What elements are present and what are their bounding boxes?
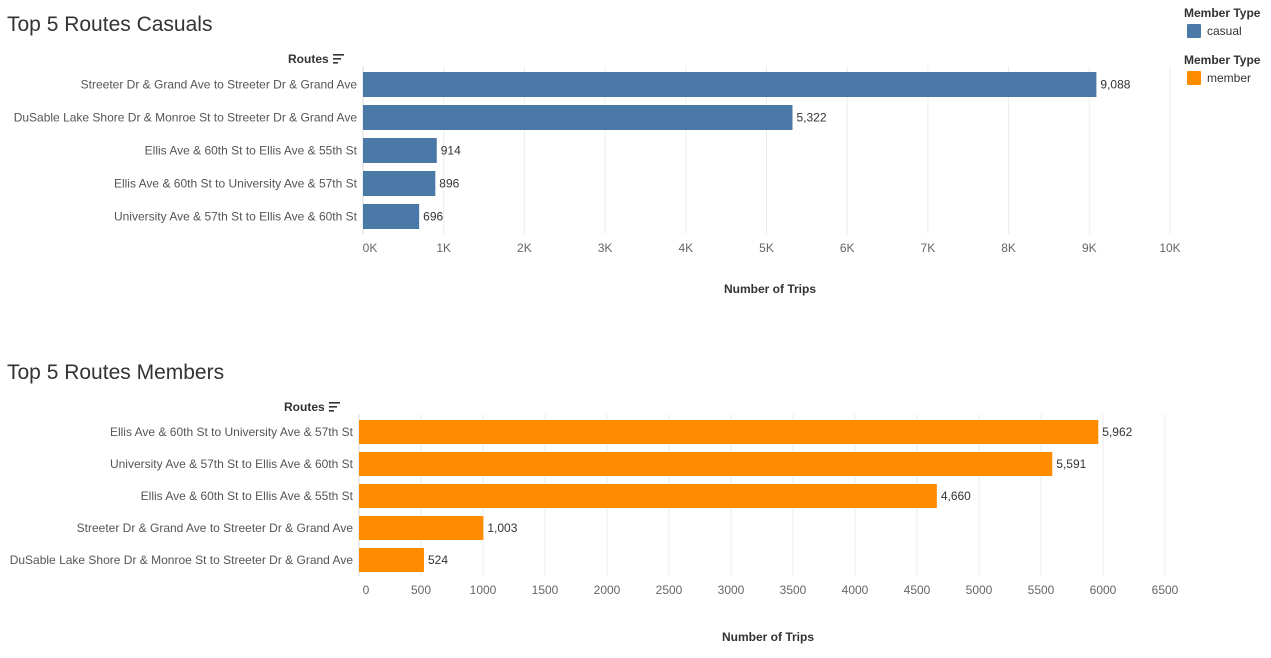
data-label: 9,088 bbox=[1100, 78, 1130, 92]
legend-casual[interactable]: Member Type casual bbox=[1184, 6, 1260, 38]
category-label: Streeter Dr & Grand Ave to Streeter Dr &… bbox=[81, 78, 358, 92]
sort-descending-icon[interactable] bbox=[328, 401, 340, 415]
legend-item-casual[interactable]: casual bbox=[1184, 24, 1260, 38]
category-label: DuSable Lake Shore Dr & Monroe St to Str… bbox=[10, 553, 354, 567]
legend-item-member[interactable]: member bbox=[1184, 71, 1260, 85]
legend-title: Member Type bbox=[1184, 53, 1261, 67]
data-label: 524 bbox=[428, 553, 448, 567]
x-tick-label: 0K bbox=[363, 241, 378, 255]
category-label: Ellis Ave & 60th St to Ellis Ave & 55th … bbox=[141, 489, 354, 503]
x-tick-label: 5000 bbox=[966, 583, 993, 597]
x-tick-label: 7K bbox=[921, 241, 936, 255]
category-label: Ellis Ave & 60th St to Ellis Ave & 55th … bbox=[145, 144, 358, 158]
bar bbox=[363, 105, 793, 130]
legend-swatch bbox=[1187, 71, 1201, 85]
legend-title: Member Type bbox=[1184, 6, 1261, 20]
category-label: Ellis Ave & 60th St to University Ave & … bbox=[114, 177, 358, 191]
x-tick-label: 5500 bbox=[1028, 583, 1055, 597]
category-label: Ellis Ave & 60th St to University Ave & … bbox=[110, 425, 354, 439]
x-tick-label: 8K bbox=[1001, 241, 1016, 255]
routes-header-label: Routes bbox=[288, 52, 329, 66]
data-label: 5,591 bbox=[1056, 457, 1086, 471]
category-label: DuSable Lake Shore Dr & Monroe St to Str… bbox=[14, 111, 358, 125]
x-tick-label: 5K bbox=[759, 241, 774, 255]
category-label: University Ave & 57th St to Ellis Ave & … bbox=[114, 210, 358, 224]
routes-header-label: Routes bbox=[284, 400, 325, 414]
x-tick-label: 6K bbox=[840, 241, 855, 255]
chart-title-casuals: Top 5 Routes Casuals bbox=[7, 13, 213, 36]
bar bbox=[363, 204, 420, 229]
x-tick-label: 4K bbox=[678, 241, 693, 255]
bar bbox=[359, 516, 484, 540]
x-tick-label: 4000 bbox=[842, 583, 869, 597]
x-tick-label: 1000 bbox=[470, 583, 497, 597]
x-tick-label: 10K bbox=[1159, 241, 1180, 255]
chart-title-members: Top 5 Routes Members bbox=[7, 361, 225, 384]
legend-swatch bbox=[1187, 24, 1201, 38]
bar bbox=[359, 452, 1053, 476]
x-tick-label: 9K bbox=[1082, 241, 1097, 255]
data-label: 5,962 bbox=[1102, 425, 1132, 439]
data-label: 5,322 bbox=[796, 111, 826, 125]
x-tick-label: 1500 bbox=[532, 583, 559, 597]
x-tick-label: 1K bbox=[436, 241, 451, 255]
legend-label: member bbox=[1207, 71, 1252, 85]
x-tick-label: 6000 bbox=[1090, 583, 1117, 597]
x-tick-label: 2000 bbox=[594, 583, 621, 597]
data-label: 896 bbox=[439, 177, 459, 191]
x-tick-label: 2500 bbox=[656, 583, 683, 597]
bar bbox=[363, 72, 1097, 97]
category-label: University Ave & 57th St to Ellis Ave & … bbox=[110, 457, 354, 471]
data-label: 696 bbox=[423, 210, 443, 224]
x-axis-title-members: Number of Trips bbox=[722, 630, 815, 644]
bar bbox=[363, 138, 437, 163]
x-tick-label: 3500 bbox=[780, 583, 807, 597]
x-tick-label: 6500 bbox=[1152, 583, 1179, 597]
bar bbox=[359, 548, 424, 572]
legend-member[interactable]: Member Type member bbox=[1184, 53, 1260, 85]
category-label: Streeter Dr & Grand Ave to Streeter Dr &… bbox=[77, 521, 354, 535]
routes-sort-header-casuals[interactable]: Routes bbox=[288, 52, 344, 67]
sort-descending-icon[interactable] bbox=[332, 53, 344, 67]
routes-sort-header-members[interactable]: Routes bbox=[284, 400, 340, 415]
bar bbox=[359, 420, 1099, 444]
data-label: 4,660 bbox=[941, 489, 971, 503]
x-tick-label: 4500 bbox=[904, 583, 931, 597]
chart-members: Ellis Ave & 60th St to University Ave & … bbox=[10, 414, 1179, 597]
x-tick-label: 0 bbox=[363, 583, 370, 597]
x-tick-label: 2K bbox=[517, 241, 532, 255]
chart-casuals: Streeter Dr & Grand Ave to Streeter Dr &… bbox=[14, 66, 1180, 255]
x-axis-title-casuals: Number of Trips bbox=[724, 282, 817, 296]
legend-label: casual bbox=[1207, 24, 1242, 38]
bar bbox=[363, 171, 436, 196]
x-tick-label: 500 bbox=[411, 583, 431, 597]
data-label: 914 bbox=[441, 144, 461, 158]
x-tick-label: 3K bbox=[598, 241, 613, 255]
data-label: 1,003 bbox=[487, 521, 517, 535]
bar bbox=[359, 484, 937, 508]
x-tick-label: 3000 bbox=[718, 583, 745, 597]
